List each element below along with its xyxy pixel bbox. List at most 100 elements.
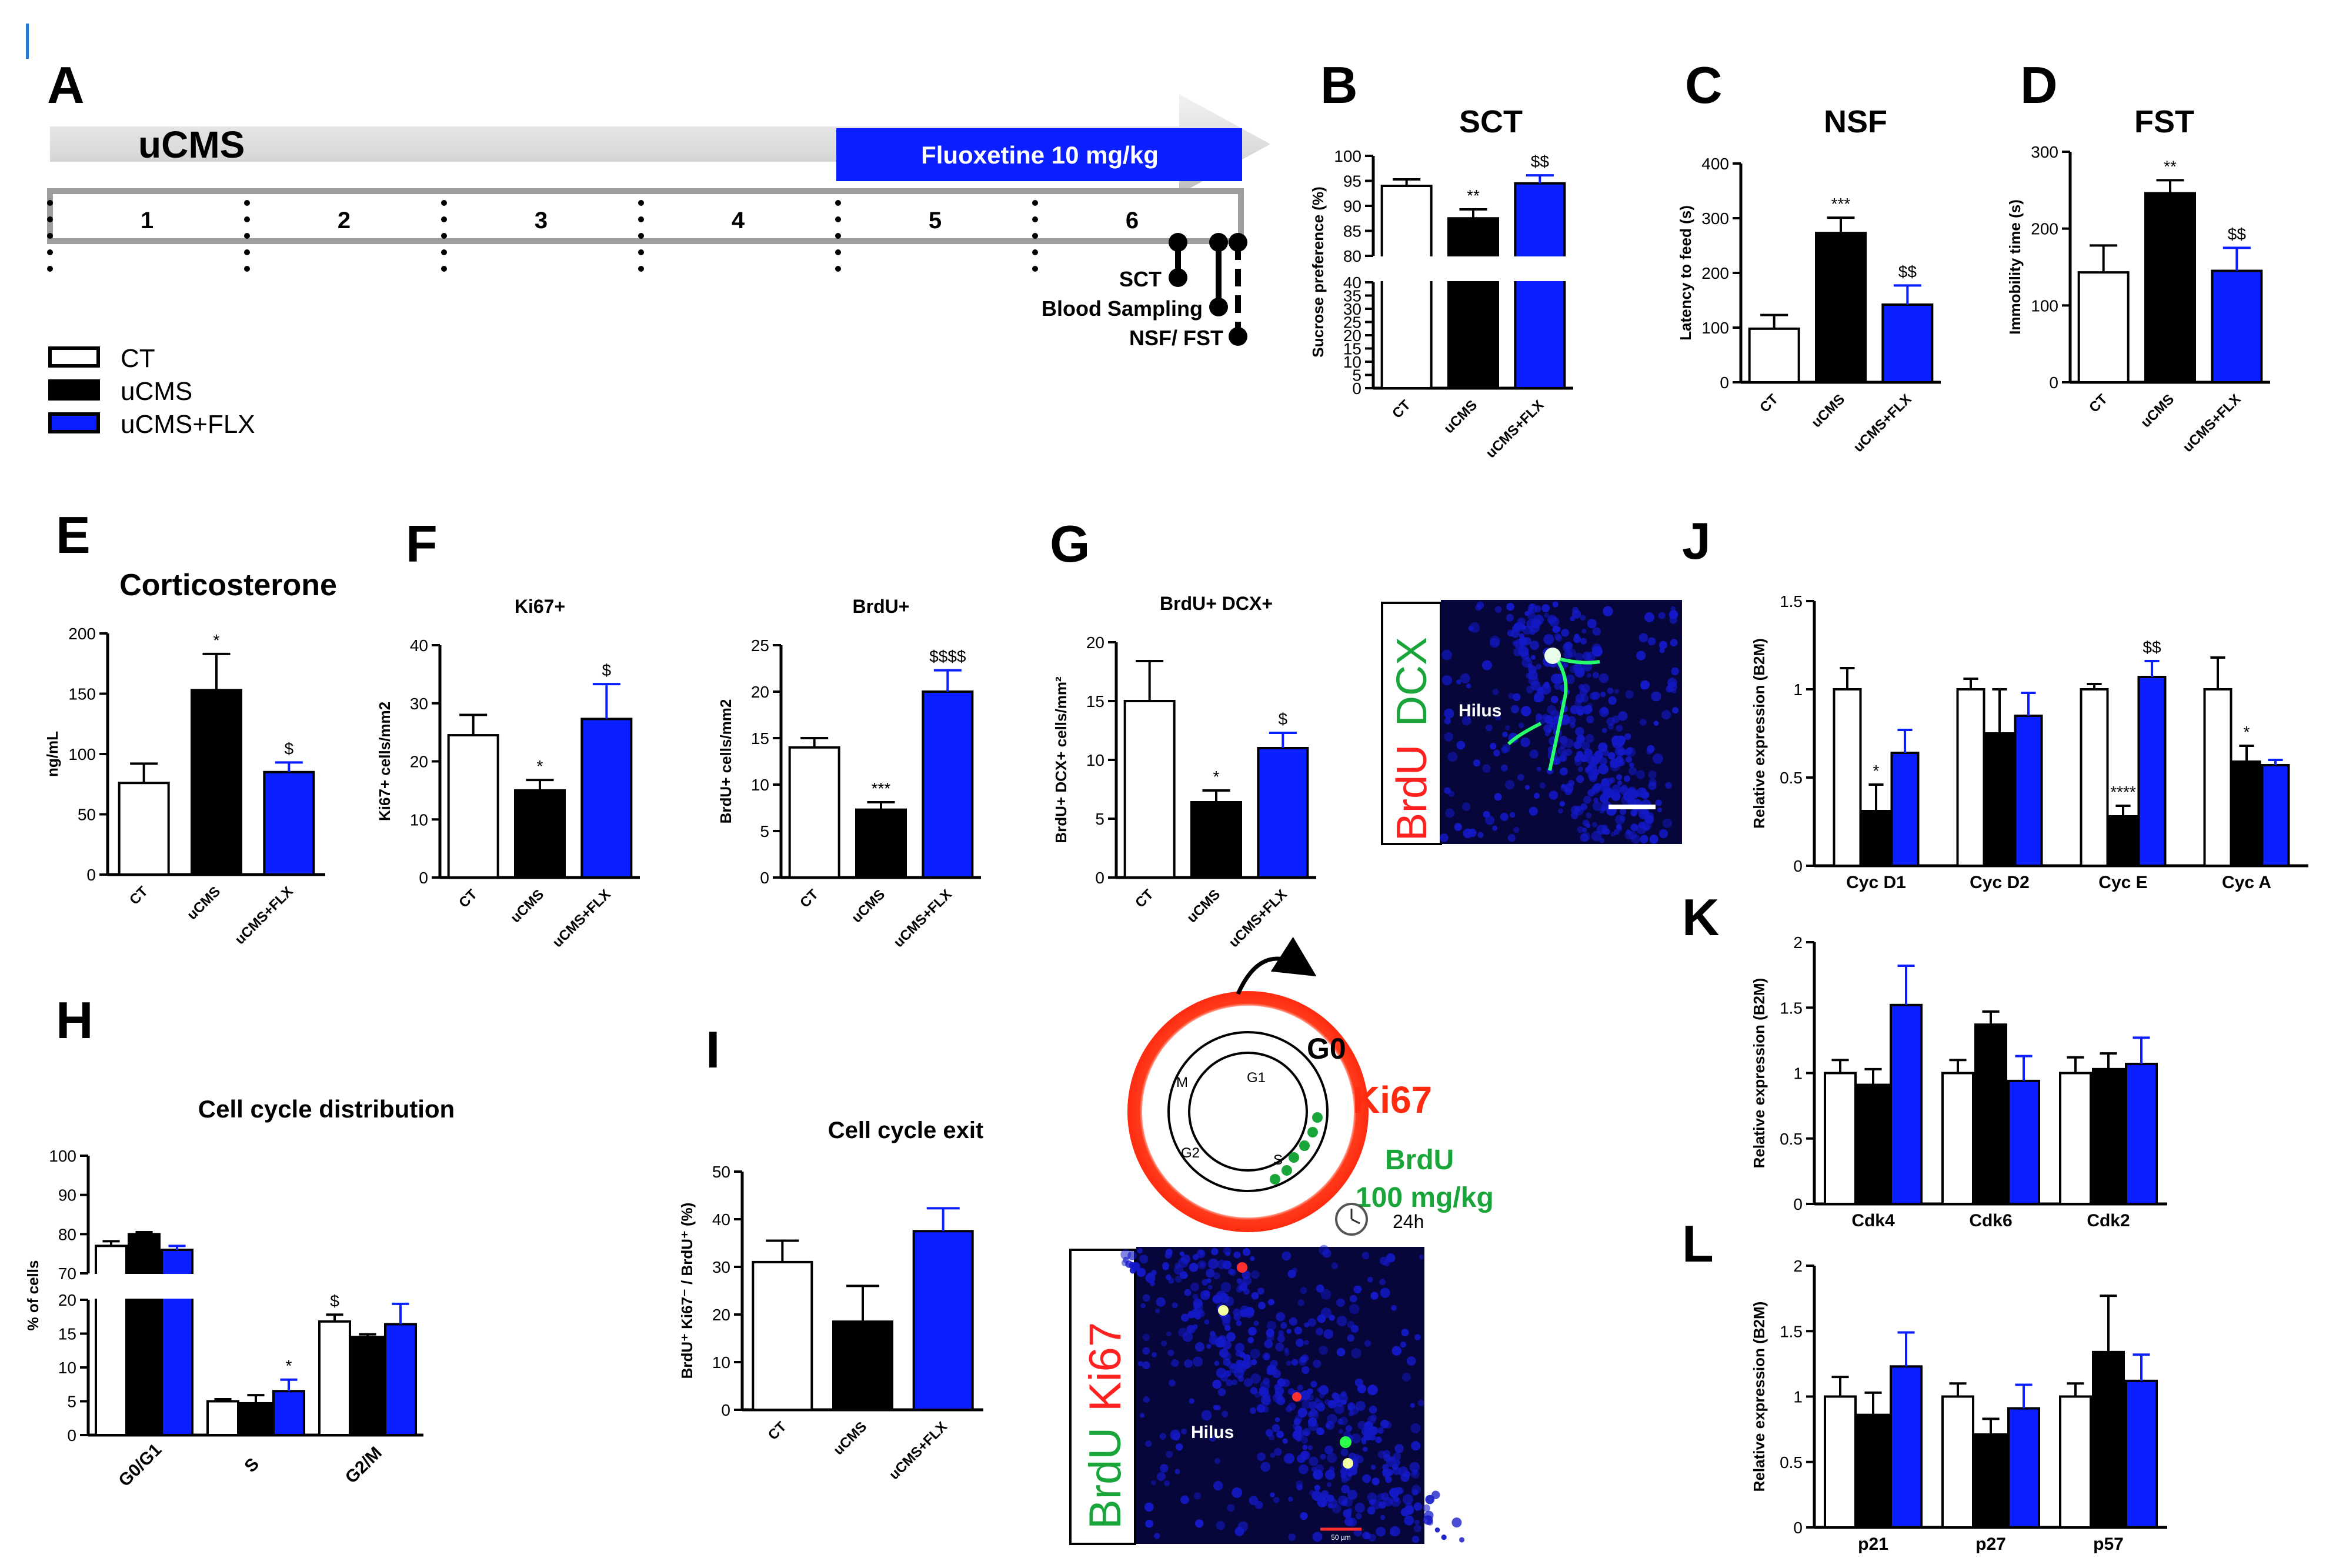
y-tick-label: 0 — [1793, 1195, 1803, 1213]
nucleus — [1606, 717, 1616, 726]
nucleus — [1626, 747, 1636, 757]
nucleus — [1201, 1410, 1212, 1421]
nucleus — [1587, 619, 1597, 629]
nucleus — [1364, 1340, 1371, 1347]
nucleus — [1296, 1484, 1303, 1490]
x-tick-label: uCMS — [849, 886, 888, 926]
x-tick-label: uCMS+FLX — [1850, 391, 1914, 455]
nucleus — [1159, 1433, 1166, 1440]
nucleus — [1574, 758, 1582, 766]
g0-label: G0 — [1307, 1032, 1346, 1065]
chart-d: 0 100 200 300 Immobility time (s) CT ** uCMS $$ u… — [2006, 143, 2270, 455]
nucleus — [1317, 1497, 1328, 1507]
panel-letter-c: C — [1685, 56, 1723, 114]
bar-uCMS — [1815, 232, 1867, 383]
nucleus — [1250, 1270, 1260, 1279]
nucleus — [1363, 1423, 1373, 1432]
y-tick-label: 20 — [712, 1306, 730, 1324]
nucleus — [1575, 693, 1585, 703]
x-tick-label: CT — [1132, 886, 1157, 911]
nucleus — [1297, 1407, 1307, 1417]
x-tick-label: uCMS — [830, 1419, 870, 1458]
x-tick-label: CT — [2086, 391, 2111, 416]
micrograph-g: BrdU DCX Hilus — [1381, 600, 1682, 845]
week-divider-dot — [47, 233, 53, 239]
nucleus — [1523, 637, 1531, 645]
nucleus — [1167, 1349, 1174, 1356]
nucleus — [1608, 723, 1614, 730]
nucleus — [1257, 1287, 1264, 1295]
nucleus — [1591, 786, 1600, 795]
nucleus — [1227, 1362, 1233, 1369]
bar-uCMS+FLX — [580, 718, 633, 879]
x-tick-label: CT — [1389, 397, 1414, 422]
nucleus — [1286, 1329, 1292, 1334]
nucleus — [1331, 1262, 1339, 1269]
panel-letter-d: D — [2020, 56, 2058, 114]
micrograph-g-cell — [1507, 652, 1600, 771]
nucleus — [1237, 1375, 1244, 1382]
phase-g2: G2 — [1181, 1145, 1200, 1161]
panel-letter-e: E — [56, 506, 91, 564]
nucleus — [1528, 665, 1537, 674]
brdu-labeled-cells — [1270, 1112, 1323, 1185]
nucleus — [1616, 725, 1623, 732]
y-tick-label: 20 — [1343, 326, 1361, 345]
nucleus — [1390, 1530, 1396, 1536]
nucleus — [1391, 1346, 1402, 1356]
x-tick-label: Cyc D2 — [1970, 873, 2030, 892]
nucleus — [1603, 750, 1610, 756]
nucleus — [1651, 691, 1661, 702]
nucleus — [1276, 1312, 1286, 1322]
bar-Cdk6-uCMS — [1974, 1023, 2007, 1206]
nucleus — [1295, 1339, 1304, 1347]
y-tick-label: 15 — [1086, 692, 1104, 710]
nucleus — [1262, 1352, 1271, 1360]
x-tick-label: Cyc E — [2098, 873, 2147, 892]
nucleus — [1250, 1407, 1257, 1414]
y-tick-label: 1 — [1793, 1065, 1803, 1083]
nucleus — [1640, 680, 1650, 690]
bar-G0/G1-uCMS — [128, 1233, 161, 1436]
nucleus — [1214, 1360, 1220, 1366]
nucleus — [1662, 818, 1673, 829]
nucleus — [1379, 1279, 1386, 1286]
nucleus — [1214, 1458, 1221, 1464]
nucleus — [1401, 1329, 1409, 1337]
nucleus — [1142, 1294, 1150, 1302]
bar-S-uCMS+FLX — [272, 1390, 305, 1436]
nucleus — [1253, 1320, 1259, 1326]
bar-uCMS — [1447, 217, 1499, 389]
axis-break-gap — [1513, 256, 1567, 281]
week-divider-dot — [47, 216, 53, 222]
y-tick-label: 40 — [410, 636, 428, 655]
nucleus — [1370, 1292, 1379, 1300]
bar-Cdk2-CT — [2059, 1072, 2092, 1205]
nucleus — [1536, 663, 1542, 670]
nucleus — [1649, 835, 1658, 844]
significance-label: * — [2244, 723, 2250, 741]
nucleus — [1648, 770, 1657, 779]
nucleus — [1297, 1299, 1304, 1306]
bar-CT — [1123, 700, 1176, 879]
nucleus — [1616, 774, 1623, 780]
nucleus — [1389, 1487, 1399, 1498]
nucleus — [1150, 1281, 1155, 1286]
nucleus — [1226, 1332, 1236, 1342]
week-divider-dot — [638, 216, 644, 222]
nucleus — [1543, 634, 1554, 645]
nucleus — [1592, 627, 1601, 636]
nucleus — [1380, 1287, 1390, 1298]
nucleus — [1211, 1247, 1219, 1256]
bar-CT — [1380, 185, 1433, 389]
nucleus — [1319, 1393, 1325, 1399]
nucleus — [1616, 738, 1625, 747]
y-tick-label: 1 — [1793, 680, 1803, 699]
nucleus — [1347, 1334, 1354, 1342]
panel-title-d: FST — [2134, 104, 2194, 139]
nucleus — [1509, 812, 1516, 818]
nucleus — [1608, 752, 1616, 760]
nucleus — [1268, 1299, 1274, 1306]
nucleus — [1341, 1484, 1350, 1494]
bar-uCMS+FLX — [2211, 269, 2263, 383]
